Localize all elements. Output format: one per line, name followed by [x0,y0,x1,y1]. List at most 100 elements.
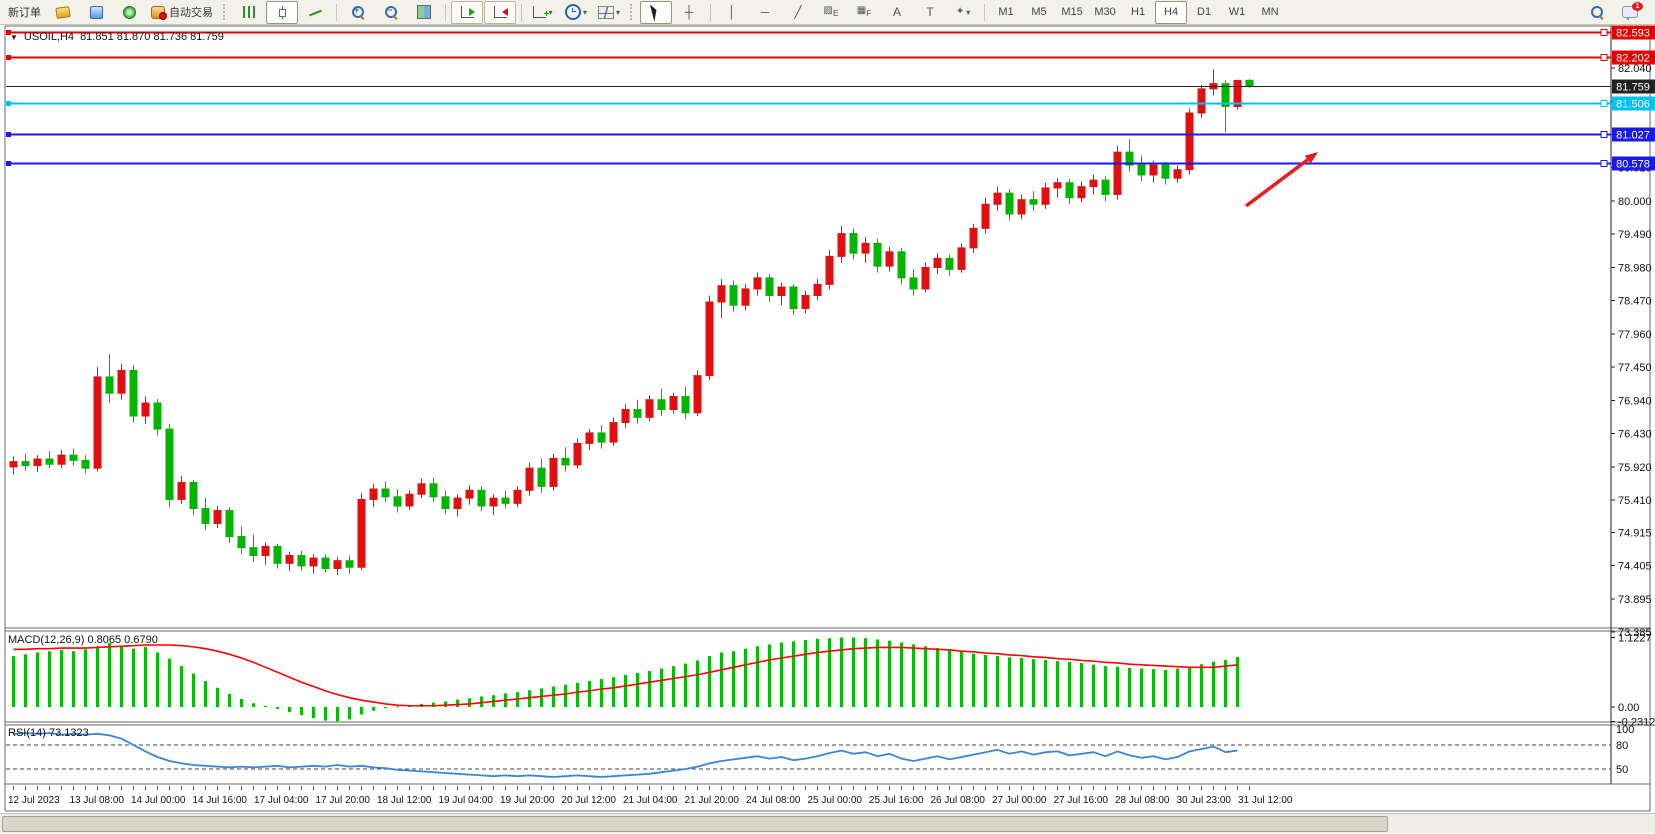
macd-histogram-bar [780,642,783,707]
line-handle[interactable] [6,132,11,137]
one-click-trading-arrow-icon[interactable]: ▼ [10,32,18,42]
macd-histogram-bar [924,646,927,707]
text-label-icon: T [926,5,934,19]
zoom-in-button[interactable]: + [342,1,374,24]
chart-canvas[interactable]: 82.04081.53081.02080.51080.00079.49078.9… [0,25,1655,813]
timeframe-d1-button[interactable]: D1 [1197,6,1212,18]
candlestick-chart-button[interactable] [266,0,298,24]
profiles-clock-icon [565,4,581,20]
line-handle[interactable] [1600,29,1608,36]
candle-body [969,227,978,249]
line-handle[interactable] [6,101,11,106]
macd-axis-label: 0.00 [1618,702,1639,714]
macd-axis-label: 1.1227 [1618,632,1652,644]
candle-body [861,242,870,254]
timeframe-h1-button[interactable]: H1 [1131,6,1146,18]
line-handle[interactable] [1600,54,1608,61]
macd-histogram-bar [828,638,831,707]
signals-icon [122,5,136,19]
crosshair-button[interactable]: ┼ [673,1,705,24]
channel-button[interactable]: ▨E [815,1,847,24]
candle-body [477,489,486,507]
macd-histogram-bar [1224,659,1227,707]
signals-button[interactable] [113,1,145,24]
line-handle[interactable] [6,30,11,35]
macd-histogram-bar [396,706,399,708]
fibonacci-button[interactable]: ▦F [848,1,880,24]
line-handle[interactable] [1600,100,1608,107]
line-handle[interactable] [1600,131,1608,138]
search-button[interactable] [1581,1,1613,24]
scrollbar-thumb[interactable] [2,816,1388,832]
arrows-button[interactable]: ✦ ▾ [955,6,971,17]
macd-histogram-bar [636,672,639,707]
candle-body [729,285,738,306]
price-line-badge-label: 80.578 [1616,159,1650,171]
community-button[interactable] [80,1,112,24]
profiles-button[interactable]: ▾ [560,1,592,24]
timeframe-m30-button[interactable]: M30 [1094,6,1116,18]
rsi-pane: 100 80 50 [6,724,1634,778]
timeframe-w1-button[interactable]: W1 [1228,6,1246,18]
candle-body [813,283,822,296]
price-line-badge-label: 81.759 [1616,82,1650,94]
autotrading-button[interactable]: 自动交易 [146,1,218,24]
tile-windows-button[interactable] [408,1,440,24]
bar-chart-button[interactable] [233,1,265,24]
new-order-button[interactable]: 新订单 [3,1,46,24]
macd-histogram-bar [12,656,15,707]
text-button[interactable]: A [881,1,913,24]
timeframe-h4-button[interactable]: H4 [1155,0,1188,24]
cursor-button[interactable] [640,0,673,24]
date-label: 31 Jul 12:00 [1238,795,1293,806]
candle-body [1005,192,1014,215]
chart-shift-button[interactable] [484,0,516,24]
line-chart-button[interactable] [299,1,331,24]
text-label-button[interactable]: T [914,1,946,24]
macd-histogram-bar [360,707,363,715]
line-handle[interactable] [1600,160,1608,167]
candle-body [321,557,330,570]
indicators-button[interactable]: ▾ [593,1,625,24]
candlestick-chart-icon [276,5,289,19]
zoom-out-icon: − [384,5,398,19]
candle-body [741,288,750,306]
notifications-button[interactable]: 1 [1614,1,1646,24]
macd-histogram-bar [648,671,651,707]
candle-body [609,422,618,443]
date-label: 27 Jul 16:00 [1054,795,1109,806]
new-order-label: 新订单 [8,7,41,19]
candle-body [273,545,282,564]
macd-histogram-bar [1116,666,1119,707]
line-chart-icon [309,7,322,17]
macd-histogram-bar [852,637,855,707]
trendline-button[interactable]: ╱ [782,1,814,24]
macd-histogram-bar [336,707,339,722]
date-label: 20 Jul 12:00 [562,795,617,806]
candle-body [225,510,234,538]
price-line-badge-label: 82.593 [1616,28,1650,40]
new-chart-button[interactable]: + ▾ [527,1,559,24]
date-label: 25 Jul 00:00 [808,795,863,806]
horizontal-scrollbar[interactable] [0,813,1655,833]
date-label: 14 Jul 00:00 [131,795,186,806]
line-handle[interactable] [6,55,11,60]
horizontal-line-button[interactable]: ─ [749,1,781,24]
line-handle[interactable] [6,161,11,166]
timeframe-m1-button[interactable]: M1 [998,6,1014,18]
candle-body [1017,199,1026,215]
macd-histogram-bar [36,652,39,707]
auto-scroll-button[interactable] [451,0,483,24]
chart-window[interactable]: 82.04081.53081.02080.51080.00079.49078.9… [0,25,1655,813]
timeframe-mn-button[interactable]: MN [1261,6,1279,18]
vertical-line-button[interactable]: │ [716,1,748,24]
date-label: 26 Jul 08:00 [931,795,986,806]
price-tick-label: 74.915 [1618,527,1652,539]
timeframe-m15-button[interactable]: M15 [1061,6,1083,18]
timeframe-m5-button[interactable]: M5 [1031,6,1047,18]
annotation-arrow[interactable] [1244,152,1318,208]
candle-body [345,560,354,568]
market-watch-button[interactable] [47,1,79,24]
macd-histogram-bar [936,648,939,707]
zoom-out-button[interactable]: − [375,1,407,24]
